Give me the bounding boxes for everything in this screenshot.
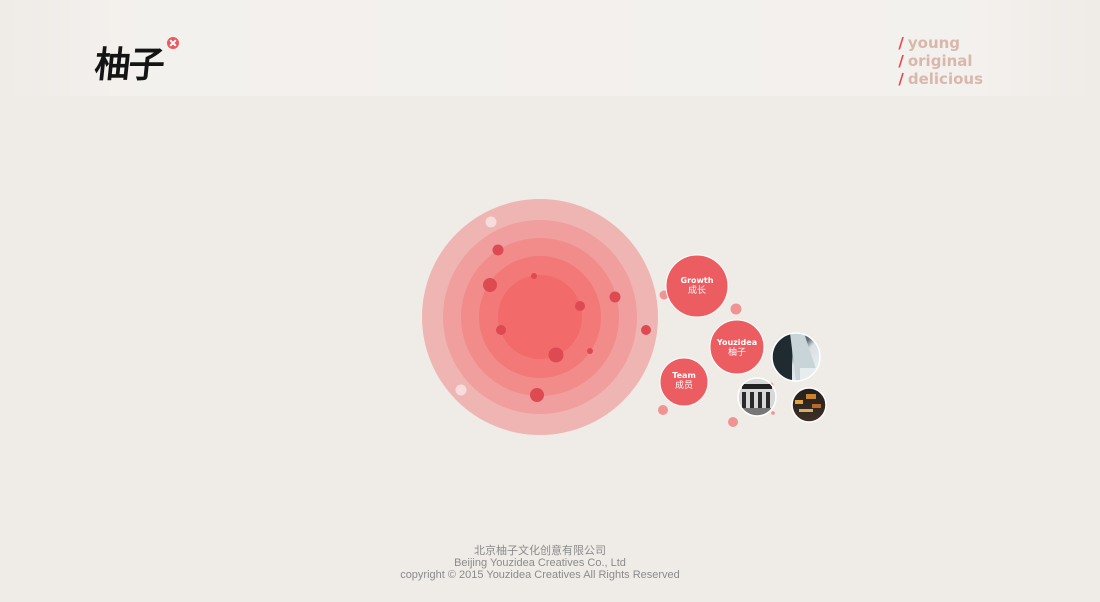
ring-dot [485,216,497,228]
ring-dot [530,388,544,402]
ring-dot [492,244,504,256]
ring-dot [531,273,537,279]
ring-dot [455,384,467,396]
satellite-dot [771,411,775,415]
ring-5 [498,275,582,359]
main-ring-cluster [422,199,658,435]
nav-team-button[interactable] [660,358,708,406]
footer-copyright: copyright © 2015 Youzidea Creatives All … [400,569,680,581]
ring-dot [587,348,593,354]
satellite-dot [730,303,742,315]
ring-dot [641,325,651,335]
nav-growth-button[interactable] [666,255,728,317]
night-city-photo-icon [791,387,827,423]
ring-dot [548,347,564,363]
tagline-word-delicious: delicious [907,70,983,88]
photo-building-button[interactable] [738,378,776,416]
building-photo-icon [737,377,777,417]
footer-company-cn: 北京柚子文化创意有限公司 [474,545,606,557]
tagline-row-original: / original [898,52,983,70]
tagline-word-original: original [907,52,973,70]
tagline-row-delicious: / delicious [898,70,983,88]
team-bubble [659,357,709,407]
tagline-slash: / [898,34,904,52]
ring-dot [483,278,497,292]
satellite-dot [728,417,738,427]
footer: 北京柚子文化创意有限公司 Beijing Youzidea Creatives … [0,545,1080,581]
tagline-slash: / [898,70,904,88]
header-band [0,0,1100,96]
photo-night-city-button[interactable] [792,388,826,422]
tagline-row-young: / young [898,34,983,52]
logo[interactable]: 柚子 [92,36,185,86]
tagline: / young / original / delicious [898,34,983,88]
logo-seal-icon [167,37,179,49]
tagline-word-young: young [907,34,961,52]
footer-company-en: Beijing Youzidea Creatives Co., Ltd [454,557,626,569]
satellite-dot [658,405,668,415]
waterfall-photo-icon [771,332,821,382]
ring-dot [496,325,506,335]
growth-bubble [665,254,729,318]
ring-dot [609,291,621,303]
ring-dots [455,216,651,402]
ring-dot [575,301,585,311]
youzidea-bubble [709,319,765,375]
tagline-slash: / [898,52,904,70]
nav-youzidea-button[interactable] [710,320,764,374]
photo-waterfall-button[interactable] [772,333,820,381]
